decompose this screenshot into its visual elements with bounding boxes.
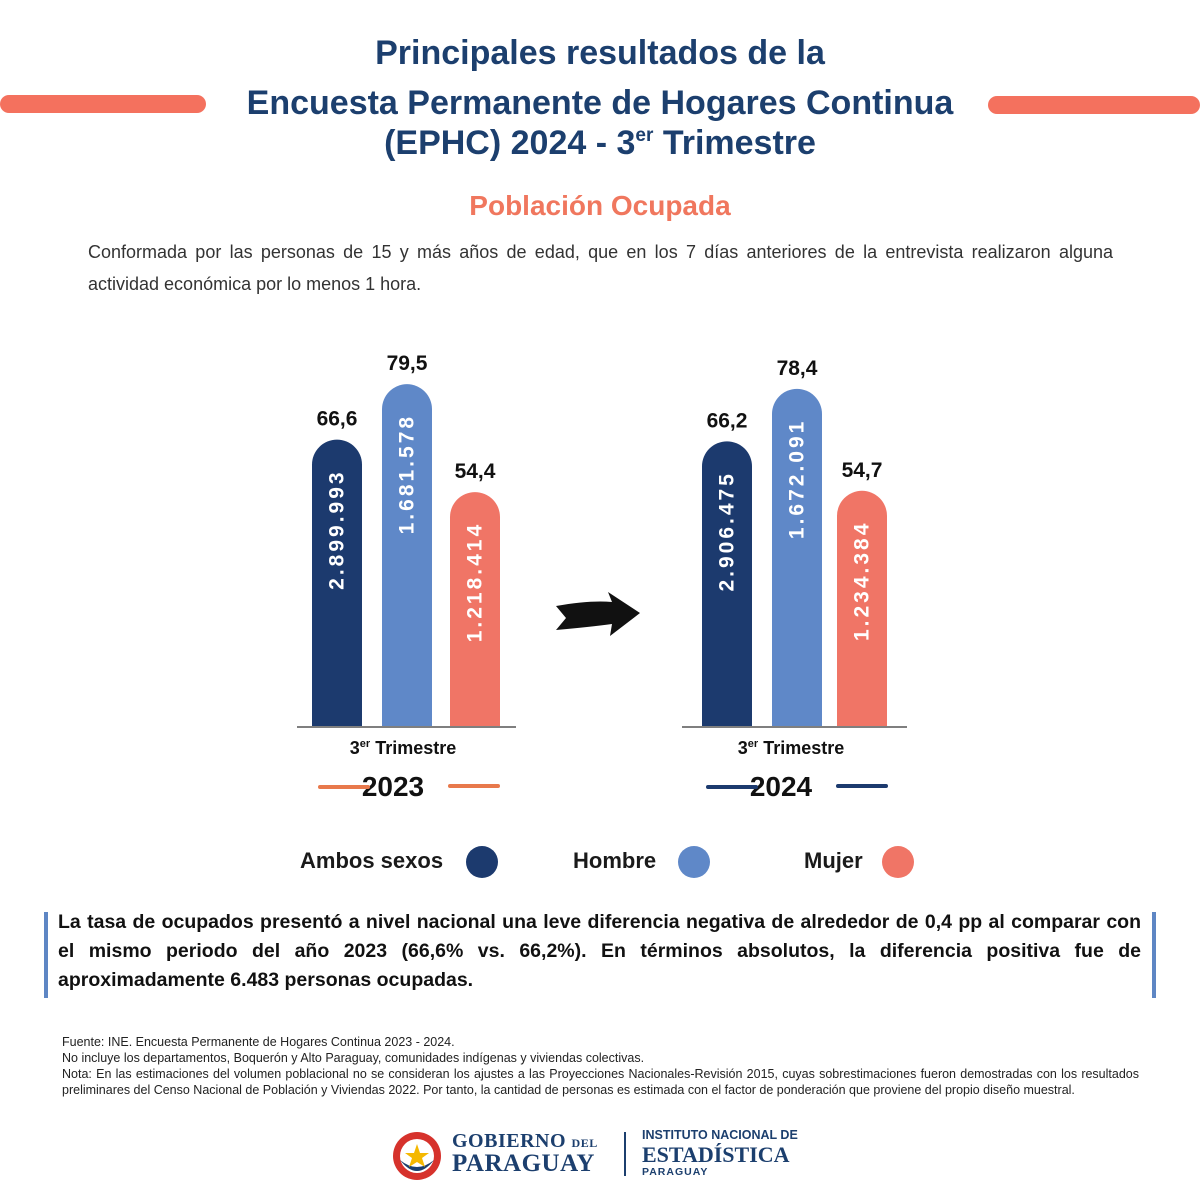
ine-line1: INSTITUTO NACIONAL DE <box>642 1128 798 1142</box>
footnotes: Fuente: INE. Encuesta Permanente de Hoga… <box>62 1034 1139 1098</box>
rate-label-2024-hombre: 78,4 <box>777 357 818 380</box>
legend-label-mujer: Mujer <box>804 848 863 873</box>
category-label-2024: 3er Trimestre <box>738 738 844 758</box>
bar-2023-hombre <box>382 384 432 726</box>
footnote-nota: Nota: En las estimaciones del volumen po… <box>62 1067 1139 1097</box>
year-label-2023: 2023 <box>362 771 424 802</box>
rate-label-2024-ambos: 66,2 <box>707 409 748 432</box>
gobierno-del: DEL <box>571 1136 598 1150</box>
bar-2024-hombre <box>772 388 822 726</box>
legend-dot-hombre <box>678 846 710 878</box>
arrow-right-icon <box>556 592 640 636</box>
rate-label-2023-mujer: 54,4 <box>455 460 496 483</box>
gobierno-line1: GOBIERNO DEL <box>452 1130 598 1153</box>
section-intro: Conformada por las personas de 15 y más … <box>88 242 1113 294</box>
paraguay-seal-icon <box>393 1132 441 1180</box>
gobierno-line2: PARAGUAY <box>452 1150 595 1177</box>
note-line-right <box>1152 912 1156 998</box>
title-line-1: Principales resultados de la <box>375 34 825 72</box>
title-line-3-text: (EPHC) 2024 - 3 <box>384 124 636 162</box>
legend-dot-mujer <box>882 846 914 878</box>
section-subtitle: Población Ocupada <box>469 190 731 221</box>
ine-line2: ESTADÍSTICA <box>642 1142 790 1167</box>
bar-2023-ambos <box>312 439 362 726</box>
note-box: La tasa de ocupados presentó a nivel nac… <box>44 911 1156 998</box>
rate-label-2023-hombre: 79,5 <box>387 352 428 375</box>
title-line-3: (EPHC) 2024 - 3er Trimestre <box>0 126 1200 160</box>
year-label-2024: 2024 <box>750 771 813 802</box>
decorative-bar-right <box>988 96 1200 114</box>
logos: GOBIERNO DEL PARAGUAY INSTITUTO NACIONAL… <box>390 1126 820 1182</box>
legend-dot-ambos <box>466 846 498 878</box>
title-line-3-text-end: Trimestre <box>653 124 816 162</box>
bar-2024-ambos <box>702 441 752 726</box>
ine-line3: PARAGUAY <box>642 1166 709 1178</box>
persons-label-2023-hombre: 1.681.578 <box>396 414 419 534</box>
title-line-2: Encuesta Permanente de Hogares Continua <box>246 84 954 122</box>
rate-label-2023-ambos: 66,6 <box>317 408 358 431</box>
note-text: La tasa de ocupados presentó a nivel nac… <box>58 911 1141 991</box>
footnote-exclusion: No incluye los departamentos, Boquerón y… <box>62 1051 645 1065</box>
persons-label-2024-mujer: 1.234.384 <box>851 521 874 641</box>
rate-label-2024-mujer: 54,7 <box>842 459 883 482</box>
decorative-bar-left <box>0 95 206 113</box>
legend-label-ambos: Ambos sexos <box>300 848 444 873</box>
title-line-3-sup: er <box>635 125 654 146</box>
persons-label-2024-hombre: 1.672.091 <box>786 419 809 539</box>
logo-divider <box>624 1132 626 1176</box>
persons-label-2023-mujer: 1.218.414 <box>464 522 487 642</box>
legend-label-hombre: Hombre <box>573 848 657 873</box>
footnote-source: Fuente: INE. Encuesta Permanente de Hoga… <box>62 1035 455 1049</box>
bar-2024-mujer <box>837 490 887 726</box>
bar-charts: 66,6 2.899.993 79,5 1.681.578 54,4 1.218.414 3… <box>297 352 907 802</box>
persons-label-2024-ambos: 2.906.475 <box>716 471 739 591</box>
note-line-left <box>44 912 48 998</box>
gobierno-word: GOBIERNO <box>452 1130 567 1152</box>
persons-label-2023-ambos: 2.899.993 <box>326 469 349 589</box>
category-label-2023: 3er Trimestre <box>350 738 456 758</box>
bar-2023-mujer <box>450 492 500 726</box>
